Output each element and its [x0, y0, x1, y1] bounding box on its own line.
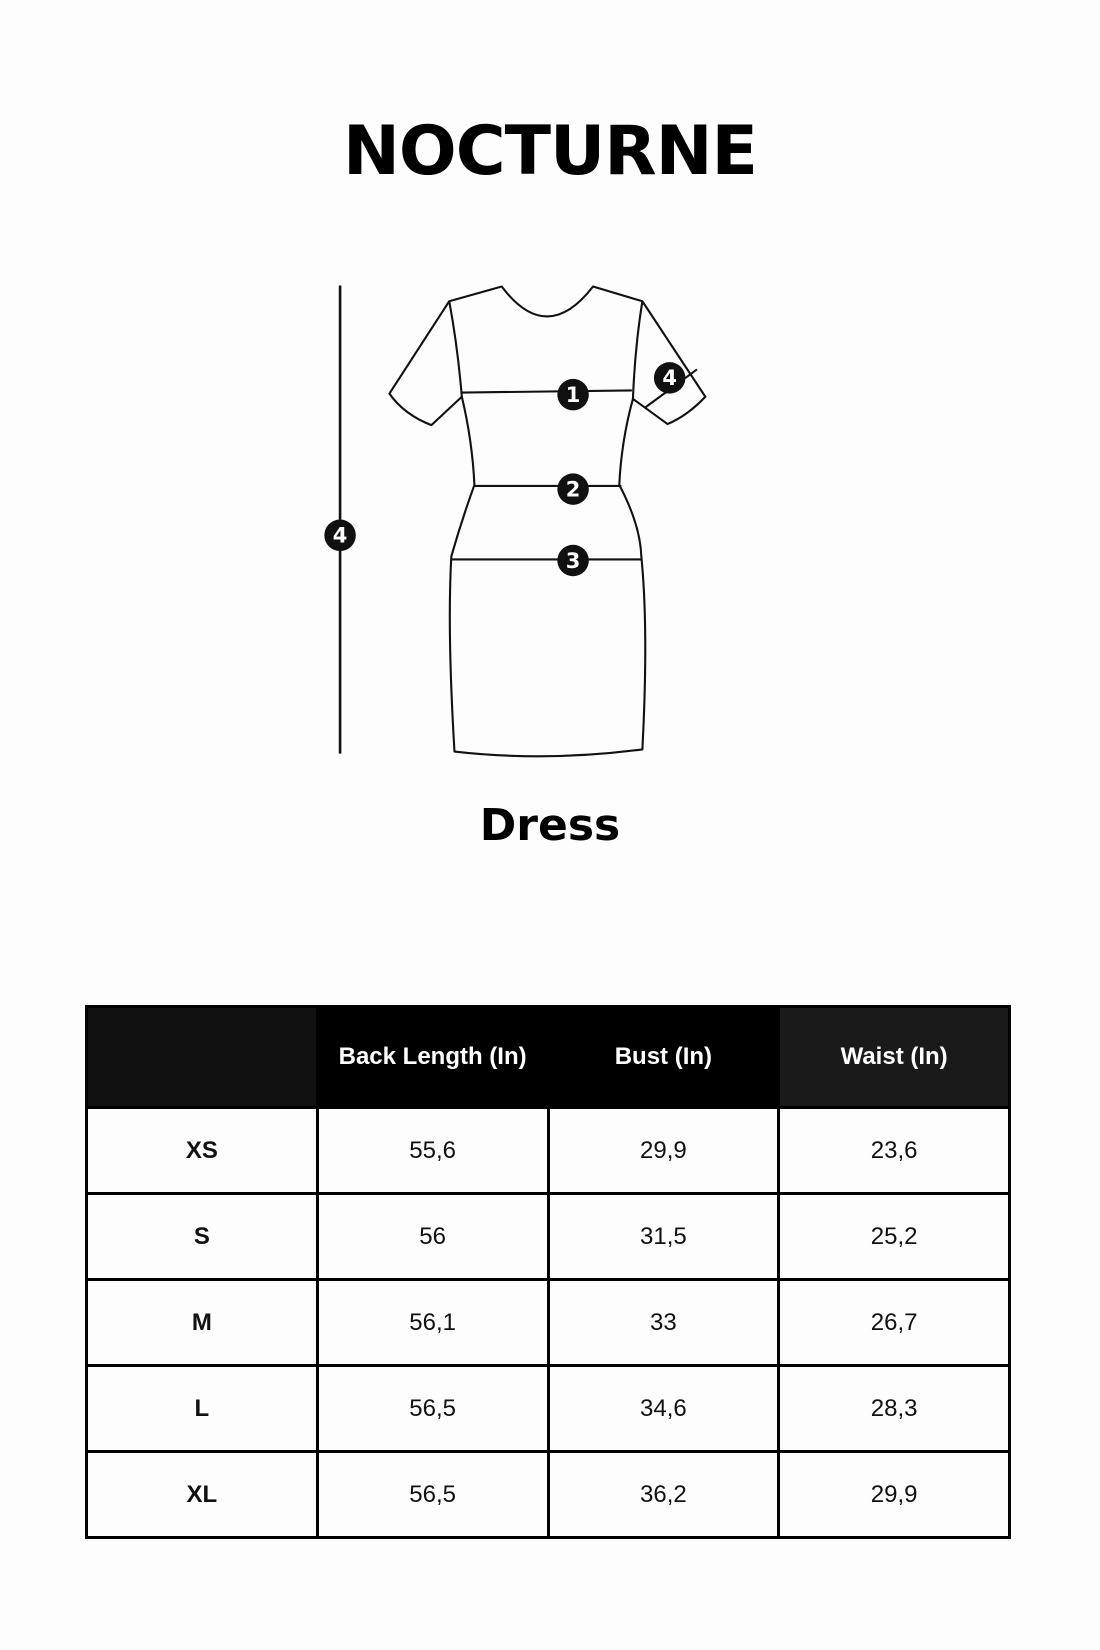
cell-waist: 26,7 — [777, 1278, 1011, 1367]
cell-bust: 33 — [546, 1278, 781, 1367]
cell-bust: 31,5 — [546, 1192, 781, 1281]
header-waist: Waist (In) — [777, 1005, 1011, 1109]
table-row: XS 55,6 29,9 23,6 — [85, 1106, 1011, 1195]
garment-title: Dress — [479, 800, 621, 851]
dress-outline — [388, 285, 707, 758]
table-row: XL 56,5 36,2 29,9 — [85, 1450, 1011, 1539]
cell-back-length: 55,6 — [315, 1106, 550, 1195]
svg-text:1: 1 — [566, 383, 581, 407]
cell-size: XL — [85, 1450, 319, 1539]
cell-bust: 36,2 — [546, 1450, 781, 1539]
table-row: M 56,1 33 26,7 — [85, 1278, 1011, 1367]
cell-size: XS — [85, 1106, 319, 1195]
cell-back-length: 56,1 — [315, 1278, 550, 1367]
marker-4-sleeve: 4 — [653, 362, 686, 394]
table-row: S 56 31,5 25,2 — [85, 1192, 1011, 1281]
header-back-length: Back Length (In) — [315, 1005, 550, 1109]
svg-text:2: 2 — [566, 477, 581, 501]
cell-bust: 34,6 — [546, 1364, 781, 1453]
marker-4-length: 4 — [324, 519, 356, 552]
cell-waist: 28,3 — [777, 1364, 1011, 1453]
header-empty — [85, 1005, 319, 1109]
cell-back-length: 56 — [315, 1192, 550, 1281]
cell-back-length: 56,5 — [315, 1364, 550, 1453]
left-seam — [448, 301, 463, 397]
svg-text:4: 4 — [333, 524, 348, 548]
cell-size: L — [85, 1364, 319, 1453]
cell-waist: 25,2 — [777, 1192, 1011, 1281]
right-seam — [631, 301, 644, 399]
bust-line — [461, 389, 632, 394]
table-row: L 56,5 34,6 28,3 — [85, 1364, 1011, 1453]
cell-back-length: 56,5 — [315, 1450, 550, 1539]
cell-size: S — [85, 1192, 319, 1281]
cell-waist: 23,6 — [777, 1106, 1011, 1195]
cell-size: M — [85, 1278, 319, 1367]
svg-text:4: 4 — [662, 366, 677, 390]
marker-1: 1 — [557, 378, 589, 411]
cell-waist: 29,9 — [777, 1450, 1011, 1539]
marker-3: 3 — [557, 544, 589, 577]
brand-logo: NOCTURNE — [343, 112, 758, 191]
header-bust: Bust (In) — [546, 1005, 781, 1109]
marker-2: 2 — [557, 473, 589, 505]
table-header-row: Back Length (In) Bust (In) Waist (In) — [85, 1005, 1011, 1109]
cell-bust: 29,9 — [546, 1106, 781, 1195]
size-table: Back Length (In) Bust (In) Waist (In) XS… — [85, 1005, 1011, 1539]
svg-text:3: 3 — [566, 549, 581, 573]
